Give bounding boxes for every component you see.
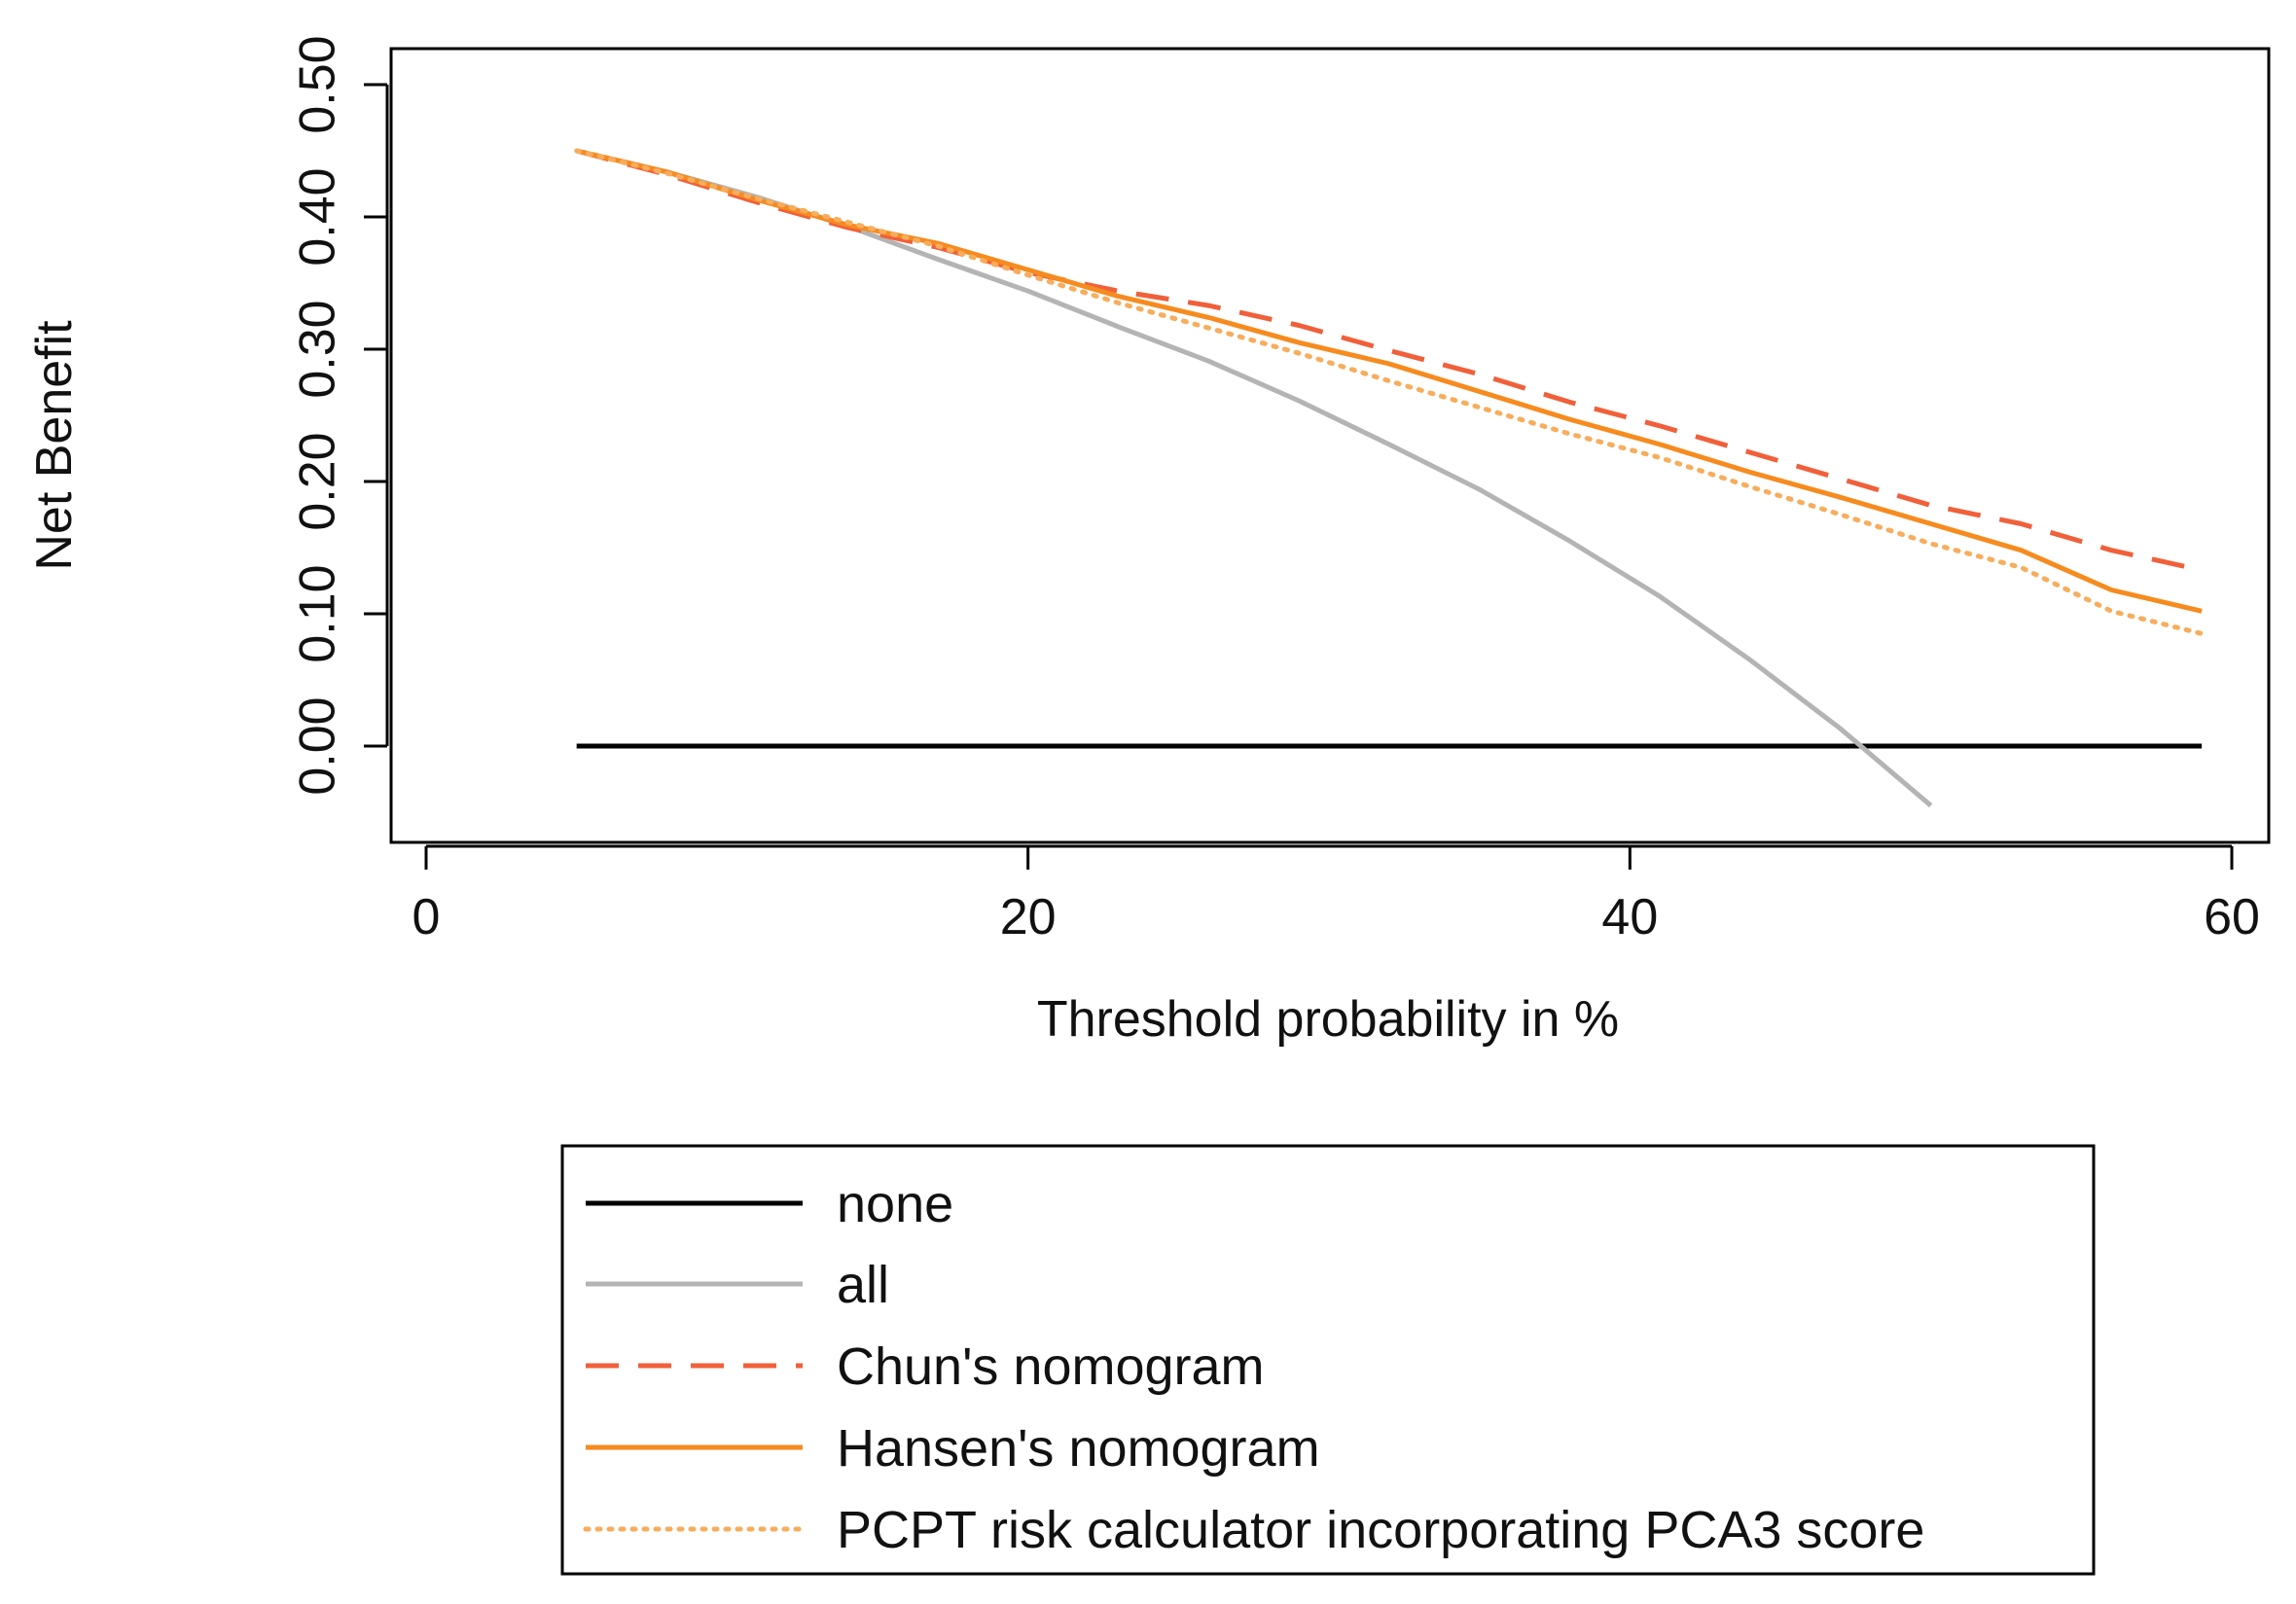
series-line-4 (574, 148, 2205, 636)
x-tick-label: 20 (1000, 889, 1057, 945)
legend-items: none all Chun's nomogram Hansen's nomogram P… (583, 1175, 1924, 1559)
legend: none all Chun's nomogram Hansen's nomogram P… (560, 1144, 2096, 1576)
legend-label: Chun's nomogram (837, 1337, 1265, 1396)
x-axis-label: Threshold probability in % (1037, 991, 1619, 1048)
legend-box (560, 1144, 2096, 1576)
y-tick-label: 0.00 (290, 696, 346, 795)
y-tick-label: 0.50 (290, 35, 346, 133)
series-line-3 (576, 148, 2203, 614)
x-tick-label: 0 (413, 889, 441, 945)
y-tick-label: 0.20 (290, 432, 346, 530)
legend-label: none (837, 1175, 953, 1233)
plot-frame (389, 47, 2271, 844)
y-tick-label: 0.30 (290, 300, 346, 398)
x-axis: 0 20 40 60 (413, 844, 2260, 945)
series-layer (574, 148, 2205, 808)
y-axis: 0.00 0.10 0.20 0.30 0.40 0.50 (290, 35, 389, 796)
x-tick-label: 40 (1601, 889, 1658, 945)
series-line-1 (576, 148, 1933, 808)
legend-label: Hansen's nomogram (837, 1419, 1320, 1478)
y-tick-label: 0.10 (290, 564, 346, 662)
legend-label: all (837, 1256, 889, 1314)
y-axis-label: Net Benefit (26, 320, 83, 571)
x-tick-label: 60 (2204, 889, 2260, 945)
series-line-2 (576, 148, 2203, 573)
legend-label: PCPT risk calculator incorporating PCA3 … (837, 1501, 1924, 1559)
y-tick-label: 0.40 (290, 167, 346, 266)
